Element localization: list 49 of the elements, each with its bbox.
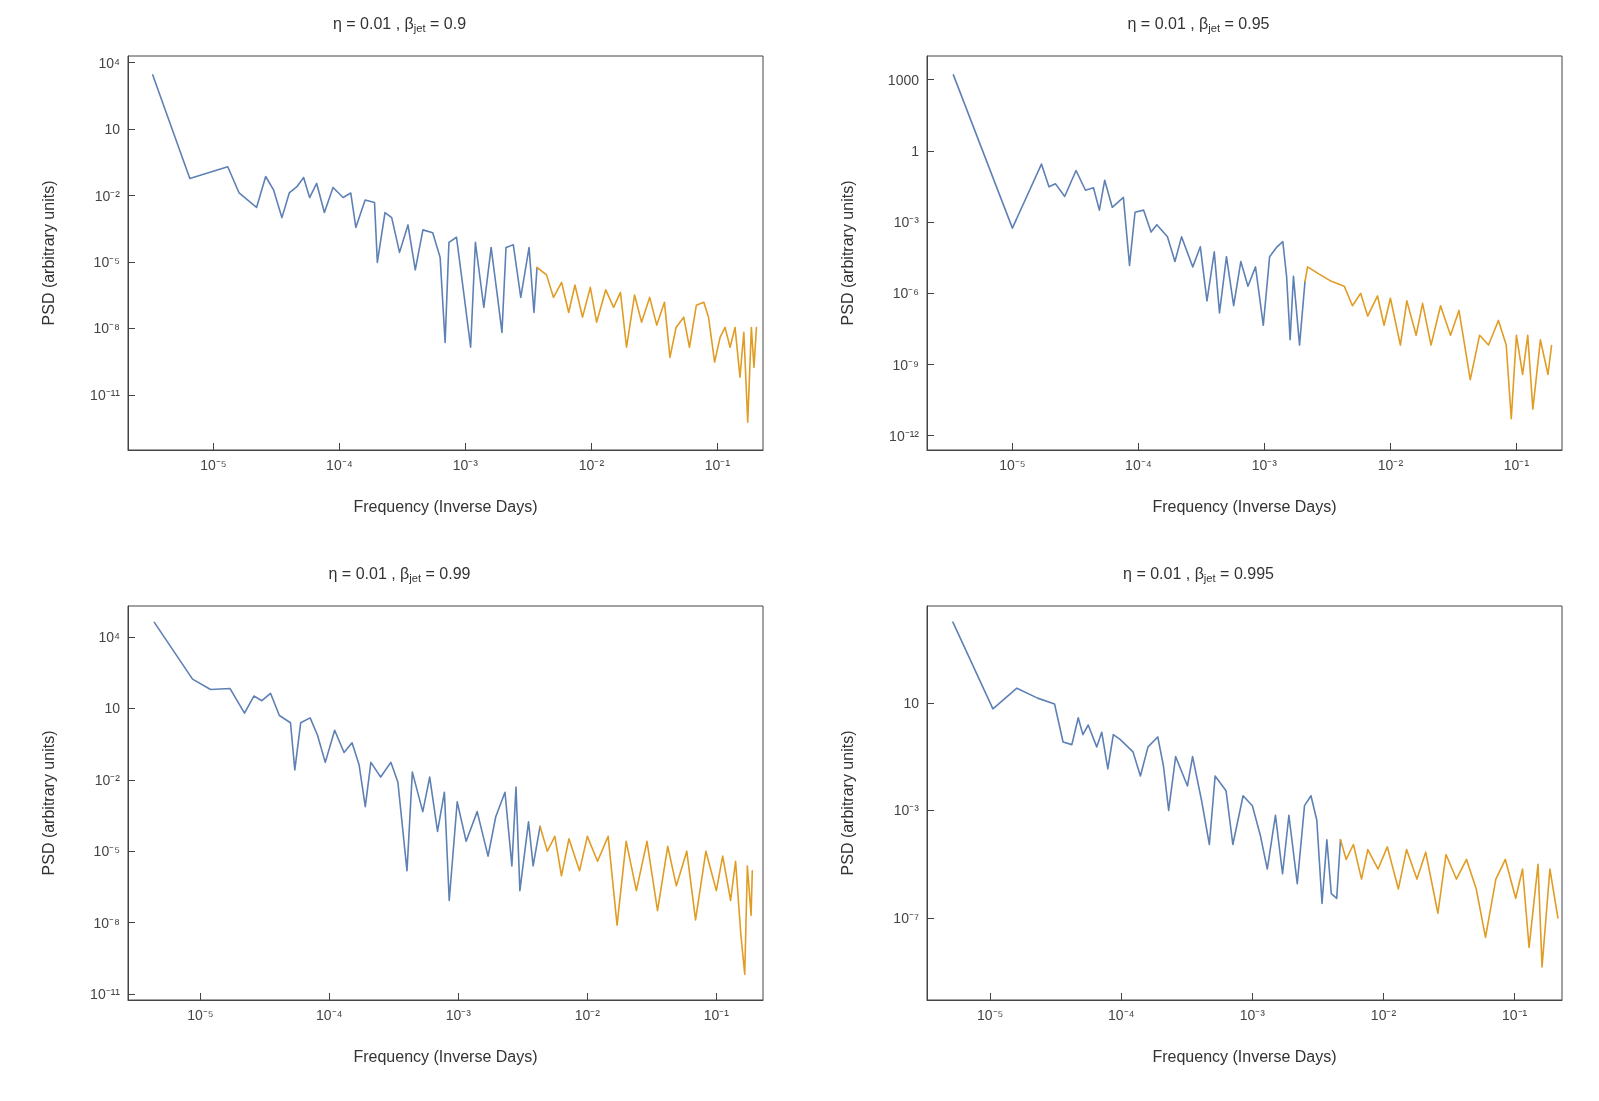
y-axis-title: PSD (arbitrary units) xyxy=(39,730,57,876)
x-tick-label: 10⁻⁴ xyxy=(326,457,353,473)
y-tick-label: 10⁻⁵ xyxy=(93,253,120,270)
x-axis-title: Frequency (Inverse Days) xyxy=(1152,497,1337,515)
y-tick-label: 10⁻² xyxy=(94,187,121,204)
y-tick-label: 10⁻² xyxy=(94,771,121,788)
x-tick-label: 10⁻³ xyxy=(452,457,479,473)
y-tick-label: 1 xyxy=(911,142,920,159)
y-tick-label: 10⁻³ xyxy=(893,214,920,231)
y-tick-label: 10⁻¹¹ xyxy=(90,386,121,403)
x-tick-label: 10⁻¹ xyxy=(703,1007,730,1023)
x-axis-title: Frequency (Inverse Days) xyxy=(353,497,538,515)
x-tick-label: 10⁻⁴ xyxy=(1125,457,1152,473)
y-tick-label: 10 xyxy=(104,121,121,138)
x-tick-label: 10⁻¹ xyxy=(1501,1007,1528,1023)
y-tick-label: 10 xyxy=(104,700,121,717)
x-tick-label: 10⁻² xyxy=(1370,1007,1397,1023)
x-tick-label: 10⁻⁴ xyxy=(316,1007,343,1023)
y-axis-title: PSD (arbitrary units) xyxy=(39,180,57,326)
y-tick-label: 10⁻⁷ xyxy=(893,909,919,926)
y-tick-label: 10 xyxy=(903,694,920,711)
x-tick-label: 10⁻² xyxy=(574,1007,601,1023)
x-axis-title: Frequency (Inverse Days) xyxy=(1152,1047,1337,1065)
y-tick-label: 10⁻³ xyxy=(893,802,920,819)
y-tick-label: 10⁻¹¹ xyxy=(90,986,121,1003)
y-tick-label: 10⁻¹² xyxy=(889,427,920,444)
x-tick-label: 10⁻⁵ xyxy=(999,457,1026,473)
x-tick-label: 10⁻⁴ xyxy=(1107,1007,1135,1023)
y-tick-label: 10⁴ xyxy=(98,628,120,645)
x-tick-label: 10⁻⁵ xyxy=(976,1007,1004,1023)
y-axis-title: PSD (arbitrary units) xyxy=(838,730,856,876)
x-tick-label: 10⁻³ xyxy=(1251,457,1278,473)
x-tick-label: 10⁻² xyxy=(1377,457,1404,473)
x-axis-title: Frequency (Inverse Days) xyxy=(353,1047,538,1065)
x-tick-label: 10⁻³ xyxy=(445,1007,472,1023)
x-tick-label: 10⁻⁵ xyxy=(187,1007,214,1023)
x-tick-label: 10⁻⁵ xyxy=(200,457,227,473)
y-tick-label: 10⁴ xyxy=(98,54,120,71)
y-tick-label: 10⁻⁵ xyxy=(93,843,120,860)
x-tick-label: 10⁻¹ xyxy=(704,457,731,473)
y-tick-label: 10⁻⁹ xyxy=(892,356,919,373)
x-tick-label: 10⁻¹ xyxy=(1503,457,1530,473)
y-axis-title: PSD (arbitrary units) xyxy=(838,180,856,326)
y-tick-label: 1000 xyxy=(887,71,920,88)
y-tick-label: 10⁻⁸ xyxy=(93,320,121,337)
y-tick-label: 10⁻⁶ xyxy=(892,285,919,302)
x-tick-label: 10⁻² xyxy=(578,457,605,473)
x-tick-label: 10⁻³ xyxy=(1239,1007,1266,1023)
y-tick-label: 10⁻⁸ xyxy=(93,914,121,931)
